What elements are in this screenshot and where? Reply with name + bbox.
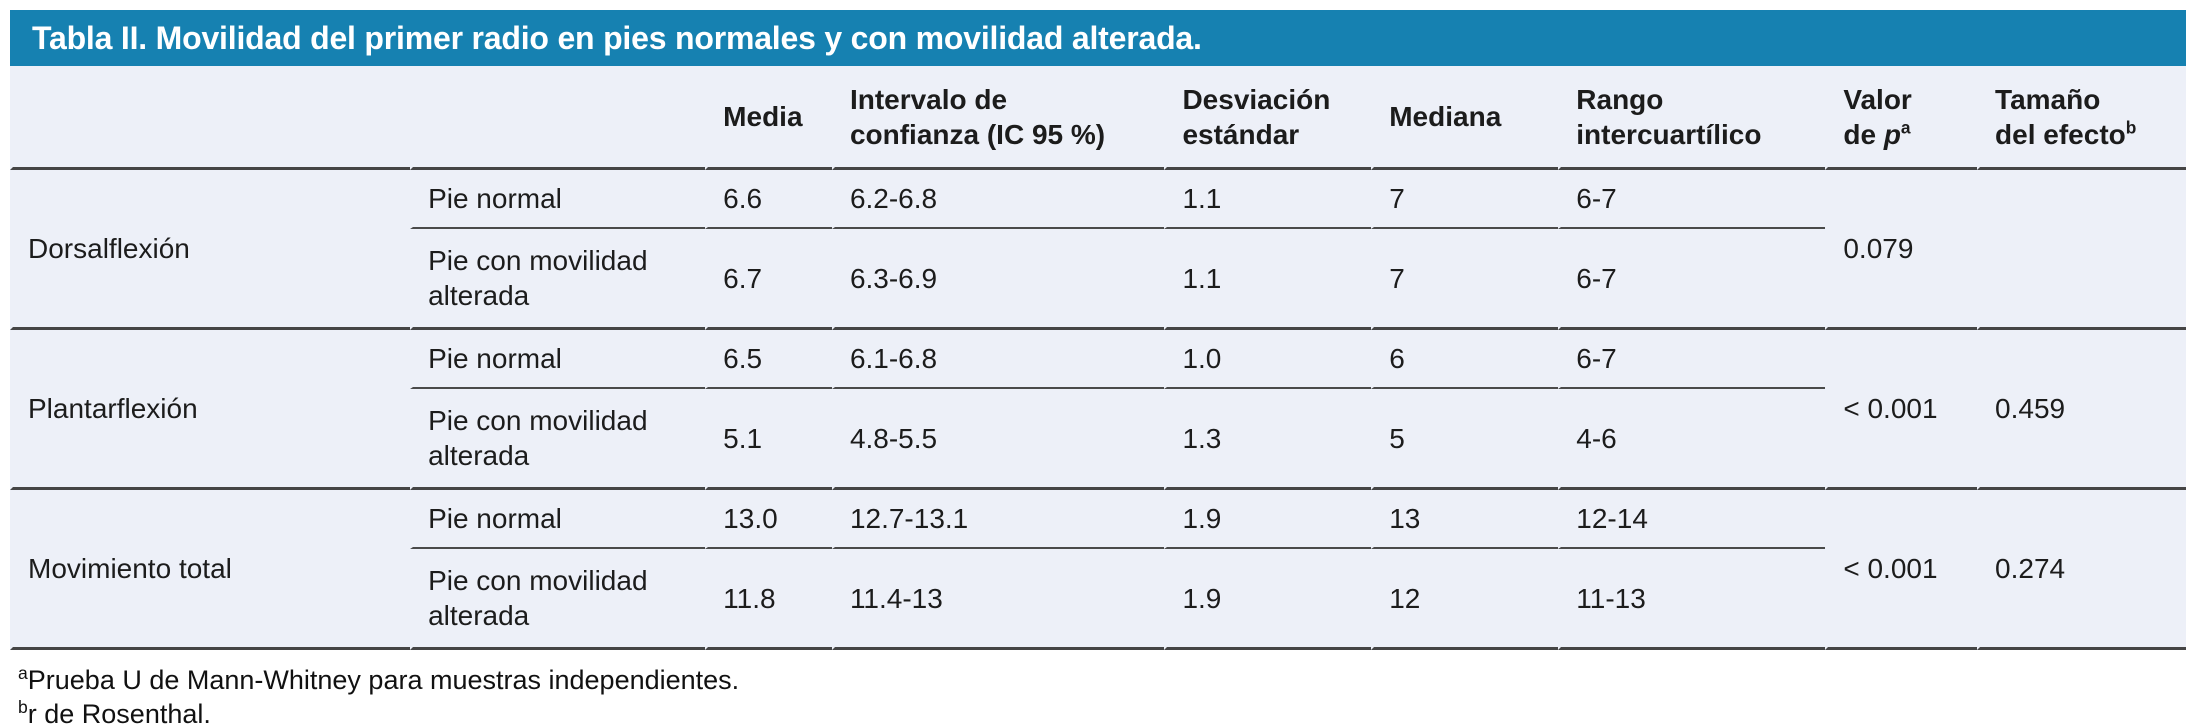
- header-row: Media Intervalo de confianza (IC 95 %) D…: [10, 66, 2186, 170]
- header-empty-group: [10, 66, 411, 170]
- table-row: Pie con movilidad alterada 5.1 4.8-5.5 1…: [10, 389, 2186, 490]
- media-cell: 6.5: [705, 330, 832, 389]
- median-cell: 13: [1371, 490, 1559, 549]
- effect-size-cell: 0.274: [1977, 490, 2186, 650]
- footnote-b-marker: b: [18, 697, 28, 717]
- footnote-marker-a: a: [1900, 117, 1911, 138]
- table-row: Pie con movilidad alterada 6.7 6.3-6.9 1…: [10, 229, 2186, 330]
- condition-cell: Pie normal: [410, 490, 706, 549]
- sd-cell: 1.9: [1164, 490, 1372, 549]
- median-cell: 7: [1371, 229, 1559, 330]
- p-value-cell: < 0.001: [1825, 490, 1978, 650]
- table-title: Tabla II. Movilidad del primer radio en …: [32, 19, 1202, 56]
- footnote-b: br de Rosenthal.: [18, 697, 2186, 726]
- sd-cell: 1.0: [1164, 330, 1372, 389]
- media-cell: 5.1: [705, 389, 832, 490]
- media-cell: 6.6: [705, 170, 832, 229]
- row-group-label: Movimiento total: [10, 490, 411, 650]
- sd-cell: 1.9: [1164, 549, 1372, 650]
- col-header-effect-size: Tamaño del efectob: [1977, 66, 2186, 170]
- ci-cell: 11.4-13: [831, 549, 1165, 650]
- col-header-interquartile-range: Rango intercuartílico: [1558, 66, 1826, 170]
- ci-cell: 6.3-6.9: [831, 229, 1165, 330]
- iqr-cell: 6-7: [1558, 229, 1826, 330]
- sd-cell: 1.1: [1164, 170, 1372, 229]
- table-row: Plantarflexión Pie normal 6.5 6.1-6.8 1.…: [10, 330, 2186, 490]
- iqr-cell: 4-6: [1558, 389, 1826, 490]
- table-footnotes: aPrueba U de Mann-Whitney para muestras …: [10, 663, 2186, 726]
- sd-cell: 1.3: [1164, 389, 1372, 490]
- median-cell: 7: [1371, 170, 1559, 229]
- footnote-b-text: r de Rosenthal.: [27, 699, 211, 726]
- media-cell: 11.8: [705, 549, 832, 650]
- table-row: Dorsalflexión Pie normal 6.6 6.2-6.8 1.1…: [10, 170, 2186, 330]
- ci-cell: 4.8-5.5: [831, 389, 1165, 490]
- ci-cell: 6.2-6.8: [831, 170, 1165, 229]
- col-header-median: Mediana: [1371, 66, 1559, 170]
- median-cell: 12: [1371, 549, 1559, 650]
- figure-content: Tabla II. Movilidad del primer radio en …: [10, 10, 2186, 726]
- table-title-bar: Tabla II. Movilidad del primer radio en …: [10, 10, 2186, 66]
- effect-size-cell: [1977, 170, 2186, 330]
- media-cell: 6.7: [705, 229, 832, 330]
- condition-cell: Pie con movilidad alterada: [410, 549, 706, 650]
- p-value-cell: < 0.001: [1825, 330, 1978, 490]
- iqr-cell: 6-7: [1558, 170, 1826, 229]
- statistics-table: Media Intervalo de confianza (IC 95 %) D…: [10, 66, 2186, 650]
- p-value-cell: 0.079: [1825, 170, 1978, 330]
- header-empty-condition: [410, 66, 706, 170]
- footnote-marker-b: b: [2125, 117, 2137, 138]
- sd-cell: 1.1: [1164, 229, 1372, 330]
- table-row: Movimiento total Pie normal 13.0 12.7-13…: [10, 490, 2186, 650]
- median-cell: 6: [1371, 330, 1559, 389]
- condition-cell: Pie normal: [410, 170, 706, 229]
- ci-cell: 12.7-13.1: [831, 490, 1165, 549]
- ci-cell: 6.1-6.8: [831, 330, 1165, 389]
- condition-cell: Pie con movilidad alterada: [410, 229, 706, 330]
- iqr-cell: 6-7: [1558, 330, 1826, 389]
- iqr-cell: 11-13: [1558, 549, 1826, 650]
- footnote-a-text: Prueba U de Mann-Whitney para muestras i…: [27, 665, 740, 695]
- col-header-standard-deviation: Desviación estándar: [1164, 66, 1372, 170]
- footnote-a: aPrueba U de Mann-Whitney para muestras …: [18, 663, 2186, 697]
- table-row: Pie con movilidad alterada 11.8 11.4-13 …: [10, 549, 2186, 650]
- effect-size-cell: 0.459: [1977, 330, 2186, 490]
- row-group-label: Dorsalflexión: [10, 170, 411, 330]
- col-header-media: Media: [705, 66, 832, 170]
- condition-cell: Pie con movilidad alterada: [410, 389, 706, 490]
- row-group-label: Plantarflexión: [10, 330, 411, 490]
- col-header-confidence-interval: Intervalo de confianza (IC 95 %): [831, 66, 1165, 170]
- iqr-cell: 12-14: [1558, 490, 1826, 549]
- median-cell: 5: [1371, 389, 1559, 490]
- col-header-p-value: Valor de pa: [1825, 66, 1978, 170]
- media-cell: 13.0: [705, 490, 832, 549]
- condition-cell: Pie normal: [410, 330, 706, 389]
- footnote-a-marker: a: [18, 663, 28, 683]
